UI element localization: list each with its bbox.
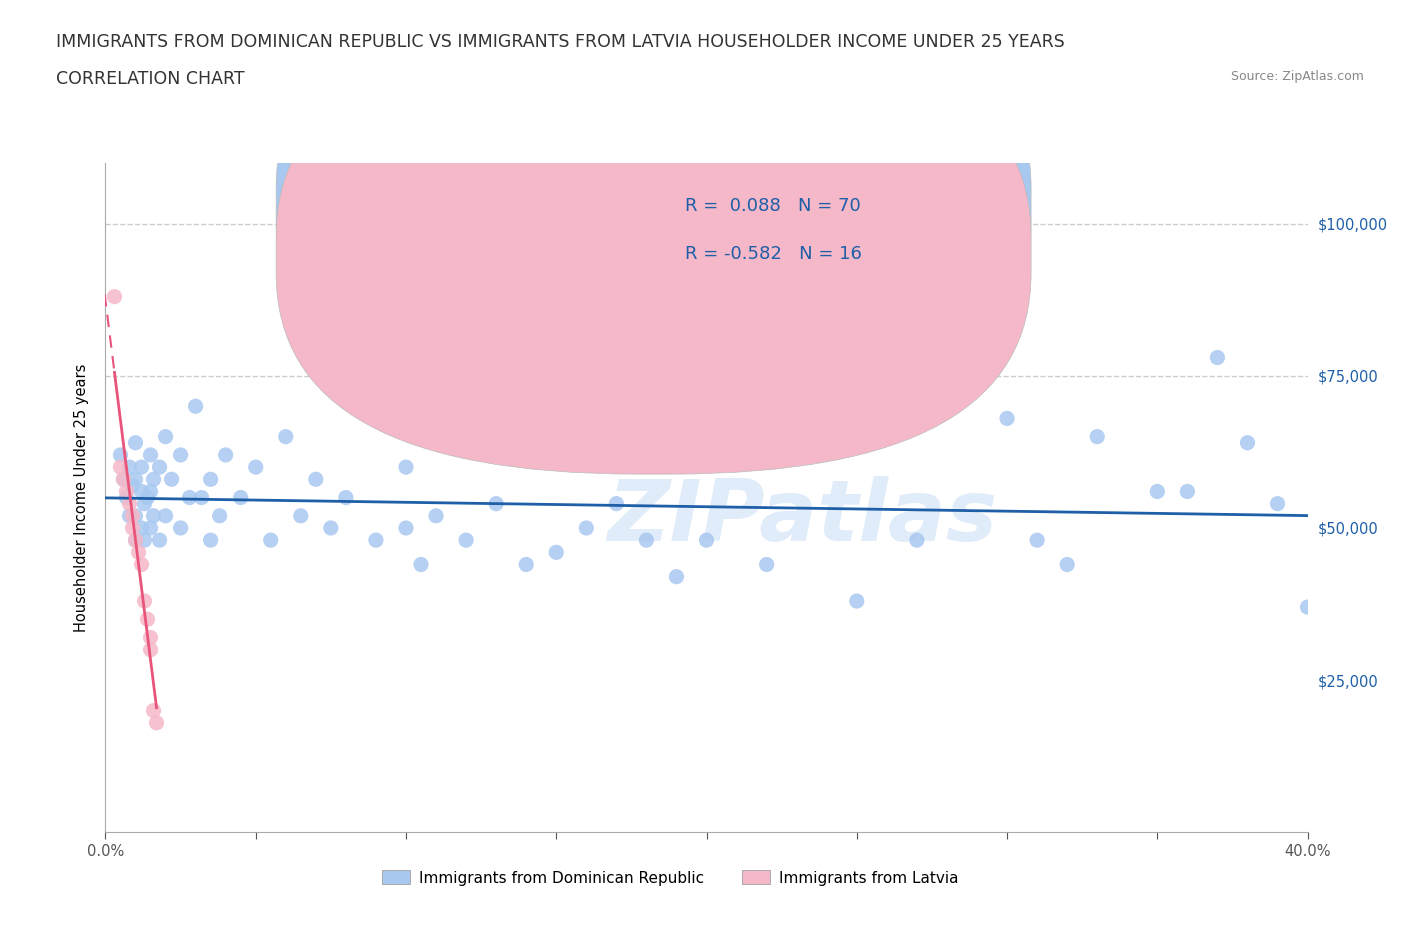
Point [148, 459, 170, 474]
Point [1056, 557, 1078, 572]
Point [169, 447, 191, 462]
Point [319, 521, 342, 536]
Point [409, 557, 432, 572]
Point [454, 533, 477, 548]
Point [124, 533, 146, 548]
FancyBboxPatch shape [276, 35, 1031, 474]
Point [1296, 600, 1319, 615]
Point [131, 521, 153, 536]
Point [136, 612, 159, 627]
Point [200, 472, 222, 486]
Point [118, 459, 141, 474]
Y-axis label: Householder Income Under 25 years: Householder Income Under 25 years [75, 364, 90, 631]
Text: R = -0.582   N = 16: R = -0.582 N = 16 [685, 246, 873, 263]
Point [200, 533, 222, 548]
Point [665, 569, 688, 584]
Point [425, 509, 447, 524]
Point [142, 509, 165, 524]
Point [139, 447, 162, 462]
Point [179, 490, 201, 505]
Point [134, 593, 156, 608]
Point [121, 509, 143, 524]
Point [124, 472, 146, 486]
Legend: Immigrants from Dominican Republic, Immigrants from Latvia: Immigrants from Dominican Republic, Immi… [377, 864, 965, 892]
Point [1175, 484, 1198, 498]
Point [139, 643, 162, 658]
Point [115, 484, 138, 498]
Point [118, 497, 141, 512]
Point [112, 472, 135, 486]
Text: Source: ZipAtlas.com: Source: ZipAtlas.com [1230, 70, 1364, 83]
Point [305, 472, 328, 486]
Point [110, 447, 132, 462]
Point [124, 533, 146, 548]
Point [485, 497, 508, 512]
Point [274, 430, 297, 445]
Point [118, 509, 141, 524]
FancyBboxPatch shape [276, 0, 1031, 425]
Point [134, 497, 156, 512]
Point [696, 533, 718, 548]
Point [128, 545, 150, 560]
Point [190, 490, 212, 505]
Point [134, 533, 156, 548]
Point [136, 490, 159, 505]
Point [121, 521, 143, 536]
Point [364, 533, 387, 548]
Point [131, 557, 153, 572]
Point [155, 430, 177, 445]
Text: ZIPatlas: ZIPatlas [607, 476, 998, 559]
Point [103, 289, 125, 304]
Point [605, 497, 627, 512]
Point [1026, 533, 1049, 548]
Point [845, 593, 868, 608]
Point [124, 435, 146, 450]
Point [229, 490, 252, 505]
Point [145, 715, 167, 730]
Point [515, 557, 537, 572]
Point [755, 557, 778, 572]
Point [148, 533, 170, 548]
Point [139, 484, 162, 498]
Point [112, 472, 135, 486]
Point [905, 533, 928, 548]
Point [155, 509, 177, 524]
Point [995, 411, 1018, 426]
Point [575, 521, 598, 536]
Point [124, 509, 146, 524]
Point [1146, 484, 1168, 498]
Point [169, 521, 191, 536]
Point [335, 490, 357, 505]
Point [131, 484, 153, 498]
Point [131, 459, 153, 474]
Point [142, 703, 165, 718]
Text: CORRELATION CHART: CORRELATION CHART [56, 70, 245, 87]
Point [142, 472, 165, 486]
Point [139, 631, 162, 645]
Point [1267, 497, 1289, 512]
Point [214, 447, 236, 462]
Point [208, 509, 231, 524]
Point [546, 545, 568, 560]
Point [245, 459, 267, 474]
Text: R =  0.088   N = 70: R = 0.088 N = 70 [685, 196, 860, 215]
Point [636, 533, 658, 548]
Text: IMMIGRANTS FROM DOMINICAN REPUBLIC VS IMMIGRANTS FROM LATVIA HOUSEHOLDER INCOME : IMMIGRANTS FROM DOMINICAN REPUBLIC VS IM… [56, 33, 1064, 50]
FancyBboxPatch shape [610, 169, 972, 290]
Point [139, 521, 162, 536]
Point [260, 533, 283, 548]
Point [1236, 435, 1258, 450]
Point [290, 509, 312, 524]
Point [121, 478, 143, 493]
Point [160, 472, 183, 486]
Point [184, 399, 207, 414]
Point [395, 521, 418, 536]
Point [1085, 430, 1108, 445]
Point [1206, 350, 1229, 365]
Point [395, 459, 418, 474]
Point [110, 459, 132, 474]
Point [115, 490, 138, 505]
